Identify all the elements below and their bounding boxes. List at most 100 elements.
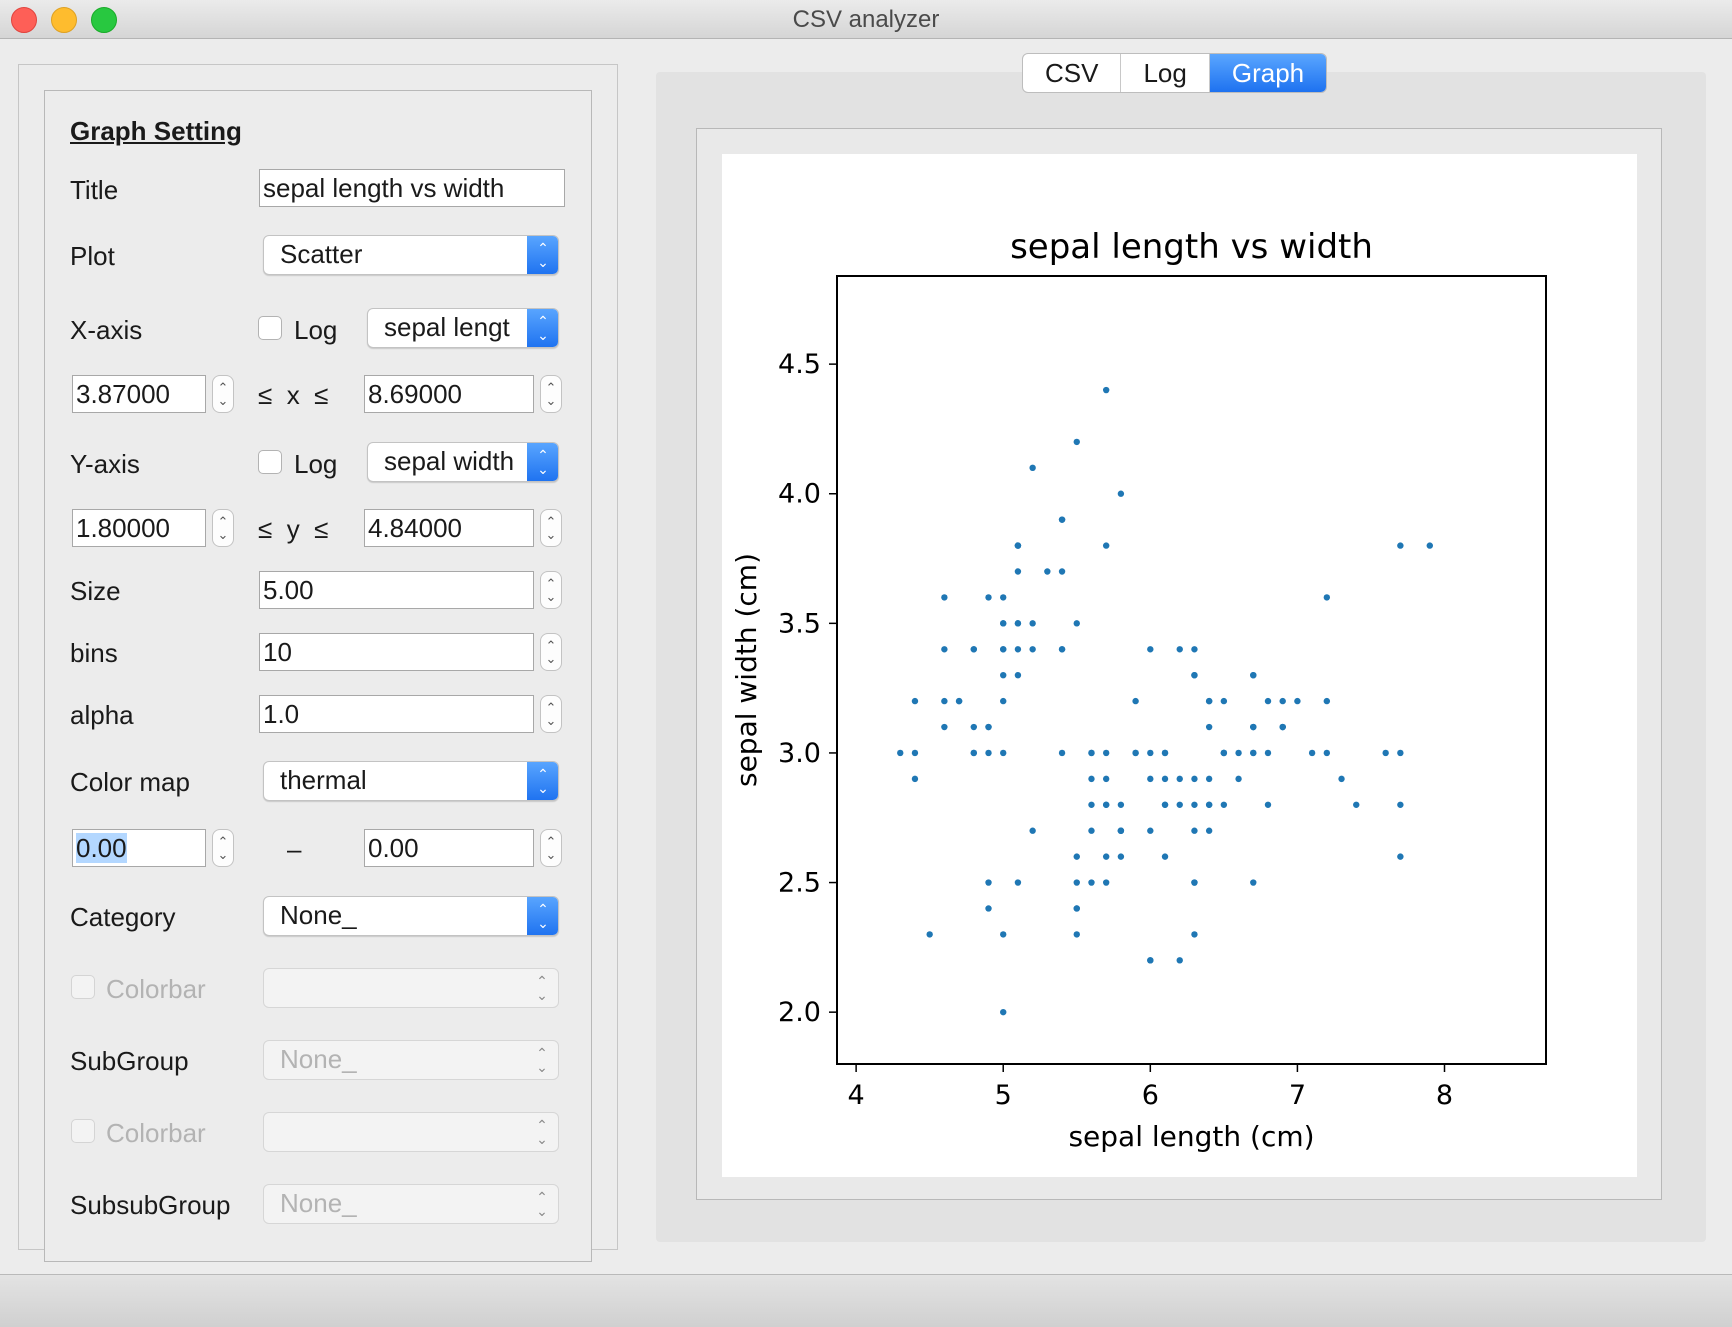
colorbar-select-1[interactable]: ⌃ ⌄ <box>263 968 559 1008</box>
chevron-updown-icon: ⌃ ⌄ <box>527 762 558 800</box>
colormap-select[interactable]: thermal ⌃ ⌄ <box>263 761 559 801</box>
xmax-input[interactable]: 8.69000 <box>364 375 534 413</box>
data-point <box>1264 697 1272 705</box>
tab-csv[interactable]: CSV <box>1023 54 1122 92</box>
close-window-button[interactable] <box>11 7 37 33</box>
subgroup-select[interactable]: None_ ⌃ ⌄ <box>263 1040 559 1080</box>
minimize-window-button[interactable] <box>51 7 77 33</box>
color-max-stepper[interactable]: ⌃ ⌄ <box>540 829 562 867</box>
data-point <box>1176 646 1183 653</box>
chevron-updown-icon: ⌃ ⌄ <box>527 897 558 935</box>
data-point <box>941 594 948 601</box>
colorbar-label-2: Colorbar <box>106 1118 206 1148</box>
data-point <box>1397 542 1404 549</box>
xmin-stepper[interactable]: ⌃ ⌄ <box>212 375 234 413</box>
data-point <box>1058 749 1066 757</box>
colorbar-checkbox-1[interactable] <box>71 975 95 999</box>
data-point <box>1132 697 1139 705</box>
ymax-input[interactable]: 4.84000 <box>364 509 534 547</box>
data-point <box>1235 775 1242 783</box>
data-point <box>1191 827 1198 834</box>
y-axis-label: sepal width (cm) <box>730 553 763 787</box>
data-point <box>970 723 977 731</box>
y-tick-label: 2.5 <box>778 868 821 899</box>
category-value: None_ <box>280 900 357 930</box>
data-point <box>1088 879 1095 886</box>
alpha-stepper[interactable]: ⌃ ⌄ <box>540 695 562 733</box>
data-point <box>1029 464 1036 472</box>
data-point <box>911 697 919 705</box>
title-label: Title <box>70 175 119 205</box>
colorbar-checkbox-2[interactable] <box>71 1119 95 1143</box>
subgroup-label: SubGroup <box>70 1046 189 1076</box>
size-input[interactable]: 5.00 <box>259 571 534 609</box>
data-point <box>1220 697 1228 705</box>
data-point <box>1147 775 1154 783</box>
ymin-input[interactable]: 1.80000 <box>72 509 206 547</box>
yaxis-column-value: sepal width <box>384 446 515 476</box>
data-point <box>1117 801 1125 808</box>
xmin-input[interactable]: 3.87000 <box>72 375 206 413</box>
data-point <box>1294 697 1301 705</box>
xaxis-log-checkbox[interactable] <box>258 316 282 340</box>
ymin-stepper[interactable]: ⌃ ⌄ <box>212 509 234 547</box>
y-tick-label: 4.5 <box>778 349 821 380</box>
data-point <box>970 646 977 653</box>
bins-input[interactable]: 10 <box>259 633 534 671</box>
status-bar <box>0 1274 1732 1327</box>
tab-graph[interactable]: Graph <box>1209 54 1327 92</box>
data-point <box>941 697 948 705</box>
data-point <box>1279 723 1286 731</box>
color-min-stepper[interactable]: ⌃ ⌄ <box>212 829 234 867</box>
yaxis-column-select[interactable]: sepal width ⌃ ⌄ <box>367 442 559 482</box>
data-point <box>1058 646 1066 653</box>
ymax-stepper[interactable]: ⌃ ⌄ <box>540 509 562 547</box>
data-point <box>1205 775 1213 783</box>
data-point <box>1147 749 1154 757</box>
plot-type-select[interactable]: Scatter ⌃ ⌄ <box>263 235 559 275</box>
title-bar: CSV analyzer <box>0 0 1732 39</box>
data-point <box>985 879 992 886</box>
bins-label: bins <box>70 638 118 668</box>
data-point <box>1353 801 1360 808</box>
plot-canvas: sepal length vs width 4 5 6 7 8 2.0 2.5 3.0 3.5 4.… <box>722 154 1637 1177</box>
category-select[interactable]: None_ ⌃ ⌄ <box>263 896 559 936</box>
xaxis-column-select[interactable]: sepal lengt ⌃ ⌄ <box>367 308 559 348</box>
chevron-updown-icon: ⌃ ⌄ <box>536 1189 548 1219</box>
data-point <box>1147 957 1154 964</box>
color-min-input[interactable]: 0.00 <box>72 829 206 867</box>
data-point <box>1205 827 1213 834</box>
plot-label: Plot <box>70 241 115 271</box>
x-tick-label: 4 <box>848 1080 865 1111</box>
y-tick-label: 3.5 <box>778 608 821 639</box>
bins-stepper[interactable]: ⌃ ⌄ <box>540 633 562 671</box>
size-stepper[interactable]: ⌃ ⌄ <box>540 571 562 609</box>
data-point <box>1264 801 1272 808</box>
color-max-input[interactable]: 0.00 <box>364 829 534 867</box>
data-point <box>1191 646 1198 653</box>
subgroup-value: None_ <box>280 1044 357 1074</box>
data-point <box>1000 697 1007 705</box>
data-point <box>1147 827 1154 834</box>
data-point <box>1014 671 1022 679</box>
colorbar-select-2[interactable]: ⌃ ⌄ <box>263 1112 559 1152</box>
yaxis-log-checkbox[interactable] <box>258 450 282 474</box>
tab-log[interactable]: Log <box>1121 54 1210 92</box>
alpha-input[interactable]: 1.0 <box>259 695 534 733</box>
axes-frame <box>836 275 1547 1065</box>
subsubgroup-label: SubsubGroup <box>70 1190 231 1220</box>
data-point <box>1000 594 1007 601</box>
x-tick-label: 8 <box>1436 1080 1453 1111</box>
data-point <box>1117 490 1125 497</box>
y-tick-label: 2.0 <box>778 997 821 1028</box>
data-point <box>1088 775 1095 783</box>
data-point <box>985 723 992 731</box>
size-label: Size <box>70 576 121 606</box>
data-point <box>1073 905 1080 912</box>
data-point <box>1029 620 1036 627</box>
data-point <box>1073 931 1080 938</box>
zoom-window-button[interactable] <box>91 7 117 33</box>
subsubgroup-select[interactable]: None_ ⌃ ⌄ <box>263 1184 559 1224</box>
title-input[interactable]: sepal length vs width <box>259 169 565 207</box>
xmax-stepper[interactable]: ⌃ ⌄ <box>540 375 562 413</box>
